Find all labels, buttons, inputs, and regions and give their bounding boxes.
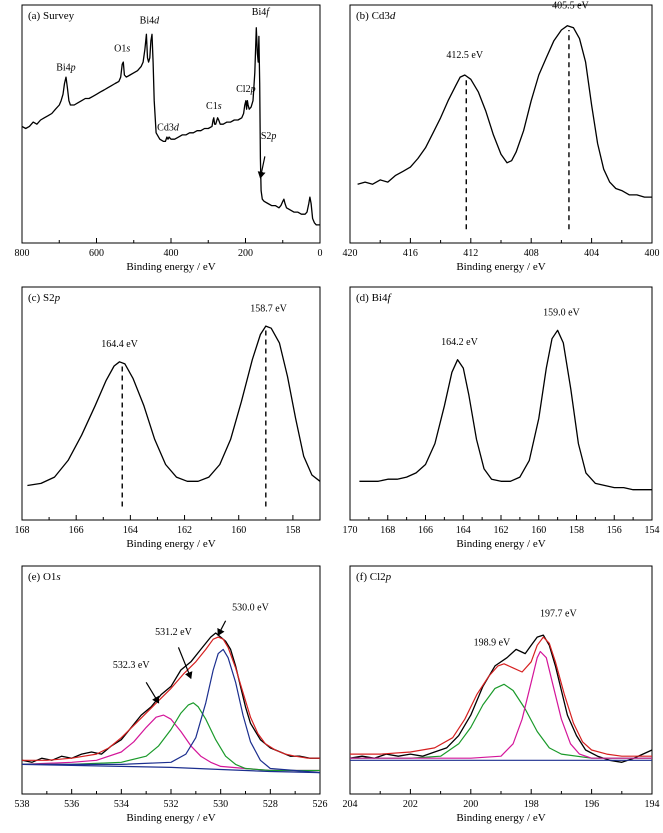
plot-frame [349,4,653,244]
x-tick-label: 168 [15,525,30,536]
x-tick-label: 162 [494,525,509,536]
panel-a: 800 600 400 200 0 Binding energy / eV (a) Surv… [15,4,323,273]
plot-frame [21,286,321,521]
x-tick-label: 194 [645,799,660,810]
peak-annotation: Cd3d [157,123,180,134]
x-tick-label: 162 [177,525,192,536]
panel-title: (f) Cl2p [356,571,392,583]
x-tick-label: 528 [263,799,278,810]
x-tick-label: 420 [343,248,358,259]
peak-annotation: S2p [261,131,277,142]
plot-frame [349,286,653,521]
x-tick-label: 400 [645,248,660,259]
x-tick-label: 198 [524,799,539,810]
x-tick-label: 416 [403,248,418,259]
peak-annotation: Cl2p [236,84,255,95]
x-tick-label: 200 [238,248,253,259]
panel-title: (a) Survey [28,10,75,22]
peak-annotation: 198.9 eV [474,637,511,648]
panel-title: (e) O1s [28,571,61,583]
panel-title: (d) Bi4f [356,292,392,304]
peak-annotation: 158.7 eV [250,303,287,314]
x-tick-label: 202 [403,799,418,810]
annotation-arrow [217,620,227,636]
x-tick-label: 600 [89,248,104,259]
x-tick-label: 170 [343,525,358,536]
peak-annotation: Bi4d [140,16,160,27]
peak-annotation: 164.2 eV [441,337,478,348]
peak-annotation: 405.5 eV [552,1,589,12]
series-line-peak530 [22,648,321,774]
x-tick-label: 168 [380,525,395,536]
x-axis-label: Binding energy / eV [456,812,545,824]
x-tick-label: 0 [318,248,323,259]
peak-annotation: Bi4f [252,7,270,18]
x-tick-label: 166 [69,525,84,536]
x-axis-label: Binding energy / eV [456,261,545,273]
series-line-raw [349,634,653,763]
series-line-fit [350,636,652,757]
series-line-peak197_7 [350,650,652,759]
series-line-0 [27,325,321,487]
series-line-peak198_9 [350,683,652,759]
x-tick-label: 200 [463,799,478,810]
x-tick-label: 164 [456,525,471,536]
panel-f: 204 202 200 198 196 194 Binding energy / eV (f)… [343,565,660,824]
series-line-fit [22,636,320,761]
x-tick-label: 196 [584,799,599,810]
x-tick-label: 412 [463,248,478,259]
x-tick-label: 158 [569,525,584,536]
x-tick-label: 156 [607,525,622,536]
series-line-raw [21,632,320,763]
peak-annotation: 159.0 eV [543,308,580,319]
peak-annotation: 412.5 eV [446,50,483,61]
x-tick-label: 408 [524,248,539,259]
x-tick-label: 166 [418,525,433,536]
series-line-0 [357,25,652,198]
x-tick-label: 526 [313,799,328,810]
x-tick-label: 154 [645,525,660,536]
peak-annotation: O1s [114,43,130,54]
x-axis-label: Binding energy / eV [456,538,545,550]
peak-annotation: 197.7 eV [540,609,577,620]
x-tick-label: 530 [213,799,228,810]
x-tick-label: 532 [164,799,179,810]
peak-annotation: 532.3 eV [113,660,150,671]
series-line-peak531 [22,702,320,772]
x-tick-label: 404 [584,248,599,259]
panel-title: (b) Cd3d [356,10,396,22]
x-axis-label: Binding energy / eV [126,812,215,824]
series-line-0 [21,27,320,226]
peak-annotation: 530.0 eV [232,602,269,613]
x-tick-label: 160 [231,525,246,536]
panel-e: 538 536 534 532 530 528 526 Binding energy / eV… [15,565,328,824]
panel-c: 168 166 164 162 160 158 Binding energy / eV (c)… [15,286,321,550]
x-tick-label: 534 [114,799,129,810]
x-tick-label: 204 [343,799,358,810]
x-tick-label: 160 [531,525,546,536]
x-tick-label: 400 [164,248,179,259]
peak-annotation: 531.2 eV [155,627,192,638]
x-tick-label: 158 [285,525,300,536]
series-line-baseline [21,763,321,774]
x-axis-label: Binding energy / eV [126,538,215,550]
panel-d: 170 168 166 164 162 160 158 156 154 Binding energ… [343,286,660,550]
x-axis-label: Binding energy / eV [126,261,215,273]
annotation-arrow [257,156,266,179]
x-tick-label: 536 [64,799,79,810]
plot-frame [21,565,321,795]
series-line-0 [359,329,652,491]
peak-annotation: C1s [206,101,222,112]
peak-annotation: 164.4 eV [101,339,138,350]
annotation-arrow [177,647,193,680]
peak-annotation: Bi4p [56,63,75,74]
annotation-arrow [145,681,160,704]
x-tick-label: 164 [123,525,138,536]
series-line-peak532 [21,714,320,772]
x-tick-label: 800 [15,248,30,259]
panel-b: 420 416 412 408 404 400 Binding energy / eV (b)… [343,1,660,273]
x-tick-label: 538 [15,799,30,810]
panel-title: (c) S2p [28,292,61,304]
